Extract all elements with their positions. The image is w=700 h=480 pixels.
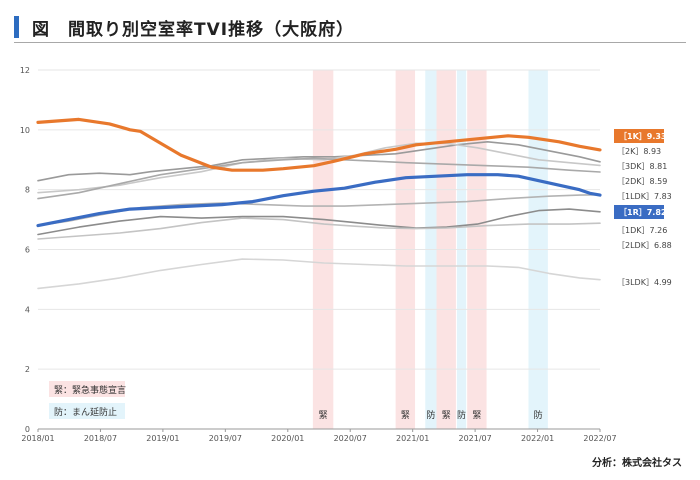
band-label-4: 防: [457, 409, 466, 421]
x-tick-label-0: 2018/01: [21, 434, 54, 443]
band-label-0: 緊: [319, 410, 328, 421]
series-line-2K: [37, 141, 601, 182]
series-line-1R: [36, 173, 602, 228]
title-bar: 図 間取り別空室率TVI推移（大阪府）: [14, 14, 686, 43]
note-label-prevention: 防：まん延防止: [54, 406, 117, 418]
series-line-1K: [36, 117, 602, 172]
band-label-2: 防: [426, 409, 435, 421]
x-tick-label-9: 2022/07: [583, 434, 616, 443]
x-tick-label-7: 2021/07: [458, 434, 491, 443]
y-tick-label-12: 12: [20, 66, 30, 75]
series-end-box-1R: [614, 205, 664, 219]
x-tick-label-8: 2022/01: [521, 434, 554, 443]
y-tick-label-10: 10: [20, 126, 30, 135]
x-tick-label-2: 2019/01: [146, 434, 179, 443]
series-end-label-3LDK: ［3LDK］4.99: [617, 278, 672, 287]
band-label-3: 緊: [442, 410, 451, 421]
y-tick-label-4: 4: [25, 305, 30, 314]
series-line-2LDK: [37, 217, 601, 240]
series-line-2DK: [37, 157, 601, 200]
series-end-label-1DK: ［1DK］7.26: [617, 226, 667, 235]
series-end-label-1R: ［1R］7.82: [619, 207, 666, 217]
title-accent-bar: [14, 16, 19, 38]
x-tick-label-1: 2018/07: [84, 434, 117, 443]
series-end-box-1K: [614, 129, 664, 143]
x-tick-label-3: 2019/07: [209, 434, 242, 443]
y-tick-label-8: 8: [25, 186, 30, 195]
band-label-5: 緊: [472, 410, 481, 421]
x-tick-label-6: 2021/01: [396, 434, 429, 443]
series-end-label-2DK: ［2DK］8.59: [617, 177, 667, 186]
x-tick-label-5: 2020/07: [334, 434, 367, 443]
series-line-1DK: [37, 208, 601, 236]
series-end-label-2K: ［2K］8.93: [617, 147, 661, 156]
series-line-3LDK: [37, 258, 601, 290]
source-credit: 分析：株式会社タス: [592, 458, 682, 469]
note-label-emergency: 緊：緊急事態宣言: [54, 384, 126, 396]
note-box-emergency: [49, 381, 125, 397]
x-tick-label-4: 2020/01: [271, 434, 304, 443]
y-tick-label-2: 2: [25, 365, 30, 374]
band-label-1: 緊: [401, 410, 410, 421]
y-tick-label-6: 6: [25, 246, 30, 255]
y-tick-label-0: 0: [25, 425, 30, 434]
series-end-label-1K: ［1K］9.33: [619, 131, 667, 141]
note-box-prevention: [49, 403, 125, 419]
band-label-6: 防: [534, 409, 543, 421]
series-end-label-2LDK: ［2LDK］6.88: [617, 241, 672, 250]
series-end-label-1LDK: ［1LDK］7.83: [617, 192, 672, 201]
series-end-label-3DK: ［3DK］8.81: [617, 162, 667, 171]
chart-title: 図 間取り別空室率TVI推移（大阪府）: [32, 20, 355, 40]
